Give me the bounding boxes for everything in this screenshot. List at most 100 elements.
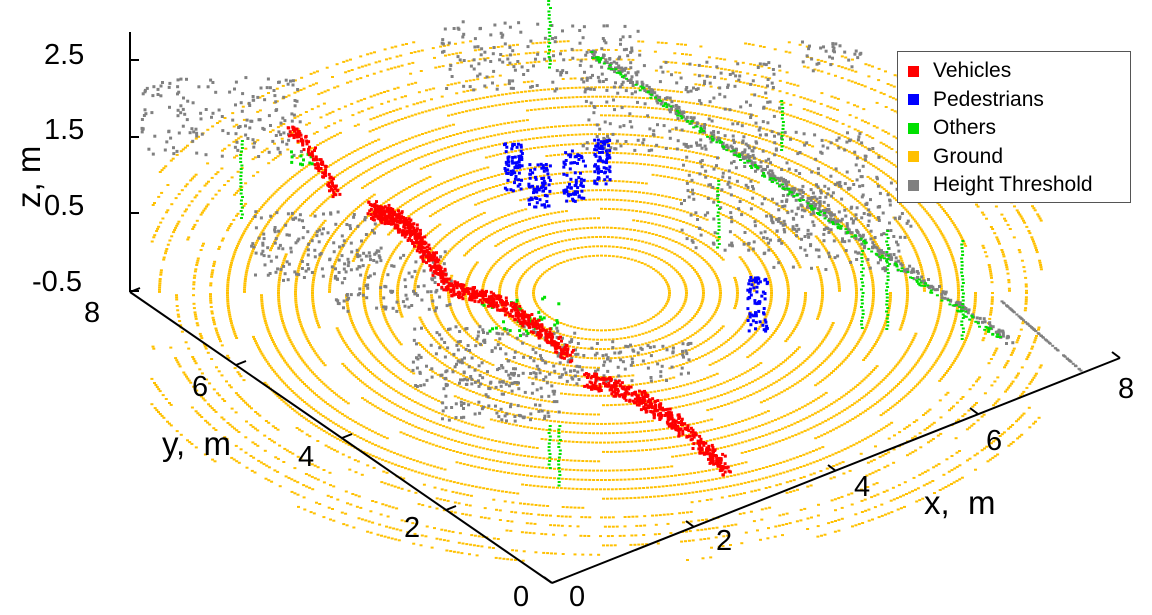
point — [476, 180, 480, 183]
point — [341, 413, 344, 416]
point — [840, 187, 844, 190]
point — [466, 463, 470, 466]
point — [650, 212, 654, 215]
point — [304, 363, 308, 366]
point — [779, 321, 782, 324]
point — [906, 294, 909, 297]
point — [383, 267, 387, 270]
point — [902, 377, 906, 380]
point — [343, 169, 347, 172]
point — [831, 350, 835, 353]
point — [296, 271, 300, 274]
point — [559, 322, 563, 324]
point — [870, 370, 874, 373]
point — [882, 326, 886, 329]
point — [328, 388, 332, 391]
point — [638, 96, 642, 99]
point — [543, 312, 547, 315]
point — [786, 298, 790, 301]
point — [580, 246, 584, 249]
point — [427, 351, 430, 354]
point — [668, 387, 672, 390]
point — [253, 243, 257, 246]
point — [416, 271, 420, 274]
point — [467, 443, 471, 446]
point — [849, 389, 853, 392]
point — [711, 125, 715, 128]
point — [889, 193, 893, 196]
point — [307, 404, 311, 407]
point — [344, 400, 348, 403]
point — [321, 415, 325, 417]
point — [560, 430, 564, 433]
point — [667, 289, 671, 292]
point — [674, 177, 678, 180]
point — [671, 355, 675, 358]
point — [409, 370, 413, 373]
point — [775, 462, 779, 465]
point — [572, 469, 576, 471]
point — [733, 183, 737, 186]
point — [398, 341, 402, 344]
point — [574, 355, 578, 358]
point — [539, 275, 543, 278]
point — [619, 199, 623, 202]
point — [756, 181, 760, 184]
point — [929, 245, 933, 247]
point — [854, 300, 858, 303]
point — [488, 396, 492, 399]
point — [547, 400, 551, 403]
point — [659, 174, 663, 177]
point — [664, 195, 668, 198]
point — [764, 139, 768, 142]
point — [475, 191, 479, 194]
point — [644, 352, 648, 355]
point — [285, 199, 288, 202]
point — [312, 279, 315, 281]
point — [350, 351, 354, 354]
point — [879, 380, 883, 383]
point — [617, 356, 621, 359]
point — [824, 391, 828, 394]
point — [311, 283, 315, 286]
point — [478, 190, 482, 193]
point — [845, 149, 848, 152]
point — [701, 242, 705, 245]
point — [851, 268, 855, 271]
point — [758, 137, 762, 140]
point — [393, 403, 397, 406]
point — [396, 207, 400, 210]
point — [695, 151, 699, 154]
point — [474, 424, 478, 427]
point — [263, 317, 267, 320]
point — [637, 181, 641, 184]
point — [838, 364, 841, 367]
point — [371, 141, 375, 144]
point — [717, 359, 721, 362]
point — [755, 254, 759, 257]
point — [768, 432, 772, 435]
point — [580, 152, 584, 155]
point — [252, 335, 255, 338]
point — [639, 210, 642, 213]
point — [502, 227, 505, 230]
point — [508, 412, 511, 415]
point — [609, 133, 613, 136]
point — [834, 268, 838, 271]
point — [362, 300, 366, 303]
point — [382, 271, 386, 274]
point — [795, 409, 799, 412]
point — [531, 446, 535, 449]
point — [877, 382, 881, 385]
point — [715, 252, 719, 255]
point — [936, 266, 940, 269]
point — [375, 376, 379, 379]
point — [912, 218, 916, 221]
point — [765, 339, 769, 342]
point — [897, 222, 901, 225]
point — [328, 288, 332, 291]
point — [552, 232, 556, 235]
point — [709, 247, 713, 250]
point — [517, 101, 521, 103]
point — [383, 346, 387, 349]
